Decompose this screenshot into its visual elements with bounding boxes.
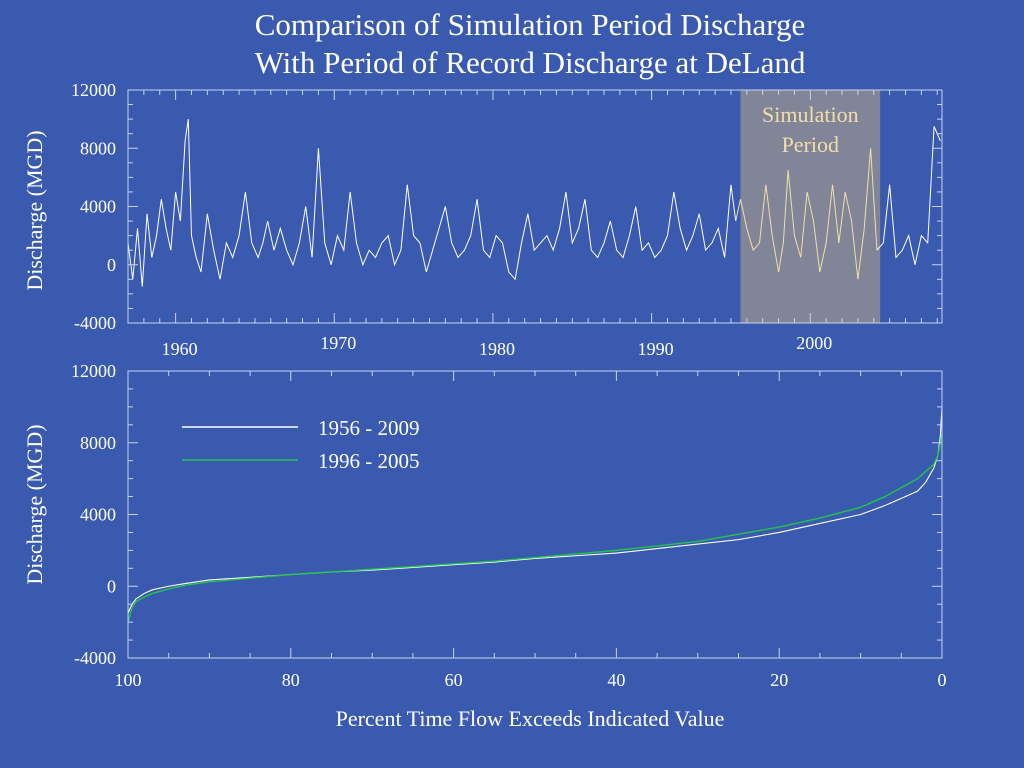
y-tick-label: 0 <box>107 255 116 275</box>
legend: 1956 - 2009 1996 - 2005 <box>182 416 420 473</box>
x-tick-label: 40 <box>607 670 625 690</box>
duration-curve-1996-2005 <box>127 433 943 623</box>
simulation-period-label-line-2: Period <box>782 132 839 157</box>
y-tick-label: 4000 <box>80 505 116 525</box>
duration-curve-1956-2009 <box>127 406 943 614</box>
x-tick-label: 1980 <box>479 339 515 359</box>
y-tick-label: 4000 <box>80 197 116 217</box>
chart-title: Comparison of Simulation Period Discharg… <box>0 6 1024 82</box>
duration-curve-y-tick-labels: -4000 0 4000 8000 12000 <box>71 361 116 668</box>
record-discharge-line-segment <box>127 119 737 287</box>
y-tick-label: 8000 <box>80 138 116 158</box>
x-tick-label: 1960 <box>162 339 198 359</box>
x-tick-label: 2000 <box>796 333 832 353</box>
y-tick-label: 8000 <box>80 433 116 453</box>
duration-curve-panel: -4000 0 4000 8000 12000 100 80 60 40 20 0 Dischar… <box>22 361 947 731</box>
time-series-panel: Simulation Period -4000 0 4000 8000 12000 19… <box>22 80 943 359</box>
legend-label-1956-2009: 1956 - 2009 <box>318 416 420 440</box>
y-tick-label: 12000 <box>71 361 116 381</box>
x-tick-label: 80 <box>282 670 300 690</box>
x-tick-label: 0 <box>938 670 947 690</box>
simulation-period-discharge-line <box>735 148 878 280</box>
time-series-data <box>127 119 941 287</box>
duration-curve-x-tick-labels: 100 80 60 40 20 0 <box>115 670 947 690</box>
duration-curve-x-axis-title: Percent Time Flow Exceeds Indicated Valu… <box>336 706 725 731</box>
duration-curve-ticks <box>127 370 943 659</box>
x-tick-label: 60 <box>445 670 463 690</box>
legend-label-1996-2005: 1996 - 2005 <box>318 449 420 473</box>
time-series-y-tick-labels: -4000 0 4000 8000 12000 <box>71 80 116 333</box>
duration-curve-y-axis-title: Discharge (MGD) <box>22 424 47 584</box>
time-series-y-axis-title: Discharge (MGD) <box>22 130 47 290</box>
simulation-period-label-line-1: Simulation <box>762 102 859 127</box>
x-tick-label: 1970 <box>320 333 356 353</box>
title-line-2: With Period of Record Discharge at DeLan… <box>254 45 806 80</box>
record-discharge-line-segment <box>876 126 941 265</box>
time-series-x-tick-labels: 1960 1970 1980 1990 2000 <box>162 333 833 359</box>
time-series-ticks <box>127 89 942 324</box>
x-tick-label: 1990 <box>638 339 674 359</box>
y-tick-label: 12000 <box>71 80 116 100</box>
x-tick-label: 20 <box>770 670 788 690</box>
duration-curve-plot-frame <box>127 370 943 659</box>
x-tick-label: 100 <box>115 670 142 690</box>
y-tick-label: -4000 <box>74 648 116 668</box>
title-line-1: Comparison of Simulation Period Discharg… <box>254 7 806 42</box>
y-tick-label: 0 <box>107 576 116 596</box>
y-tick-label: -4000 <box>74 313 116 333</box>
duration-curve-data <box>127 406 943 623</box>
